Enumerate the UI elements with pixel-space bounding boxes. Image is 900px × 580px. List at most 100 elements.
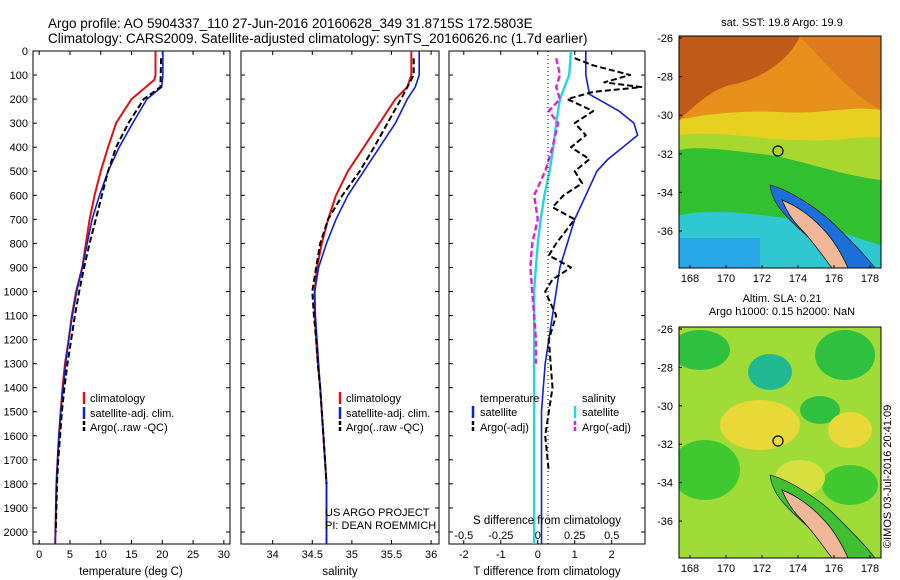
map-lon-tick-label: 172 — [753, 273, 771, 285]
series-line-climatology — [313, 51, 413, 544]
map-tick-labels: 168 170 172 174 176 178 -26 -28 -30 -32 -34 -36 168 1… — [657, 33, 879, 575]
difference-panel-frame — [448, 50, 646, 545]
sla-green-blob-1 — [679, 330, 730, 370]
sla-yellow-blob-2 — [828, 412, 872, 448]
map-lon-tick-label: 176 — [825, 273, 843, 285]
figure-title-line2: Climatology: CARS2009. Satellite-adjuste… — [48, 31, 588, 46]
series-line-satellite-adj-clim — [313, 51, 421, 544]
map-lat-tick-label: -30 — [657, 110, 673, 122]
depth-tick-label: 900 — [10, 262, 28, 274]
difference-lines — [529, 51, 643, 544]
depth-tick-labels: 0 100 200 300 400 500 600 700 800 900 1000 1100 1200… — [4, 46, 28, 539]
map-lat-tick-label: -36 — [657, 516, 673, 528]
x-tick-label: 10 — [95, 549, 107, 561]
x-tick-label: 30 — [218, 549, 230, 561]
sla-map-title-line1: Altim. SLA: 0.21 — [743, 293, 822, 305]
sst-coast-shelf — [769, 184, 876, 268]
salinity-panel-frame — [240, 50, 440, 545]
sla-green-blob-4 — [800, 396, 840, 424]
depth-tick-label: 1900 — [4, 503, 28, 515]
x-tick-label: 35 — [346, 549, 358, 561]
sla-yellow-blob-1 — [720, 400, 800, 450]
depth-tick-label: 2000 — [4, 527, 28, 539]
depth-tick-label: 1500 — [4, 407, 28, 419]
legend-label-t-satellite: satellite — [480, 407, 517, 419]
depth-tick-label: 1200 — [4, 335, 28, 347]
temperature-lines — [54, 51, 164, 544]
depth-tick-label: 800 — [10, 238, 28, 250]
map-lon-tick-label: 172 — [753, 563, 771, 575]
x-tick-label: 0 — [36, 549, 42, 561]
s-difference-tick-label: 0 — [535, 530, 541, 542]
map-lon-tick-label: 170 — [717, 563, 735, 575]
legend-label-climatology: climatology — [90, 393, 146, 405]
sst-blue-patch — [679, 238, 760, 268]
legend-title-temperature: temperature — [480, 393, 539, 405]
map-lon-tick-label: 168 — [681, 563, 699, 575]
x-tick-label: 20 — [156, 549, 168, 561]
series-line-argo-adj-salinity — [529, 57, 562, 364]
sst-argo-location-marker — [772, 145, 784, 157]
map-lat-tick-label: -36 — [657, 226, 673, 238]
project-annotation-line1: US ARGO PROJECT — [325, 507, 430, 519]
series-line-argo-adj — [544, 57, 643, 472]
legend-label-argo: Argo(..raw -QC) — [346, 422, 424, 434]
depth-tick-label: 0 — [22, 46, 28, 58]
sla-argo-location-marker — [772, 435, 784, 447]
map-lat-tick-label: -28 — [657, 362, 673, 374]
legend-label-argo: Argo(..raw -QC) — [90, 422, 168, 434]
map-lon-tick-label: 174 — [789, 563, 807, 575]
sla-green-blob-3 — [815, 330, 875, 380]
depth-tick-label: 200 — [10, 94, 28, 106]
sst-map — [679, 36, 881, 268]
depth-tick-label: 1000 — [4, 286, 28, 298]
depth-tick-label: 300 — [10, 118, 28, 130]
sla-green-blob-2 — [748, 354, 792, 390]
sst-map-title: sat. SST: 19.8 Argo: 19.9 — [721, 17, 843, 29]
depth-tick-label: 100 — [10, 70, 28, 82]
x-tick-label: 2 — [609, 549, 615, 561]
sla-green-blob-5 — [679, 440, 740, 500]
legend-title-salinity: salinity — [582, 393, 616, 405]
x-tick-label: 34.5 — [302, 549, 323, 561]
x-tick-label: 36 — [425, 549, 437, 561]
s-difference-tick-label: 0.5 — [604, 530, 619, 542]
map-lon-tick-label: 168 — [681, 273, 699, 285]
s-difference-tick-label: -0.25 — [488, 530, 513, 542]
map-lon-tick-label: 170 — [717, 273, 735, 285]
series-line-satellite-adj-clim — [54, 51, 164, 544]
x-tick-label: 1 — [572, 549, 578, 561]
temperature-legend: climatology satellite-adj. clim. Argo(..… — [82, 392, 174, 434]
legend-label-climatology: climatology — [346, 393, 402, 405]
map-lon-tick-label: 178 — [861, 273, 879, 285]
legend-label-satellite: satellite-adj. clim. — [346, 408, 430, 420]
salinity-lines — [311, 51, 421, 544]
legend-label-t-argo: Argo(-adj) — [480, 422, 529, 434]
map-lat-tick-label: -26 — [657, 33, 673, 45]
legend-label-s-satellite: satellite — [582, 407, 619, 419]
map-lat-tick-label: -34 — [657, 187, 673, 199]
map-lat-tick-label: -26 — [657, 324, 673, 336]
salinity-legend: climatology satellite-adj. clim. Argo(..… — [325, 392, 436, 532]
legend-label-satellite: satellite-adj. clim. — [90, 408, 174, 420]
sla-map-frame — [678, 326, 882, 559]
map-lon-tick-label: 178 — [861, 563, 879, 575]
x-tick-label: 35.5 — [381, 549, 402, 561]
x-tick-label: -2 — [459, 549, 469, 561]
figure-title-line1: Argo profile: AO 5904337_110 27-Jun-2016… — [48, 16, 533, 31]
depth-tick-label: 1100 — [4, 311, 28, 323]
t-difference-axis-label: T difference from climatology — [473, 566, 620, 578]
depth-tick-label: 1400 — [4, 383, 28, 395]
copyright-stamp: ©IMOS 03-Jul-2016 20:41:09 — [882, 405, 894, 548]
depth-tick-label: 1800 — [4, 479, 28, 491]
map-lat-tick-label: -32 — [657, 149, 673, 161]
sst-map-frame — [678, 35, 882, 269]
series-line-climatology — [54, 51, 157, 544]
ticks-layer — [33, 50, 645, 544]
depth-tick-label: 700 — [10, 214, 28, 226]
depth-tick-label: 400 — [10, 142, 28, 154]
series-line-argo-raw-qc — [54, 58, 163, 533]
map-lat-tick-label: -30 — [657, 401, 673, 413]
s-difference-tick-label: 0.25 — [564, 530, 585, 542]
